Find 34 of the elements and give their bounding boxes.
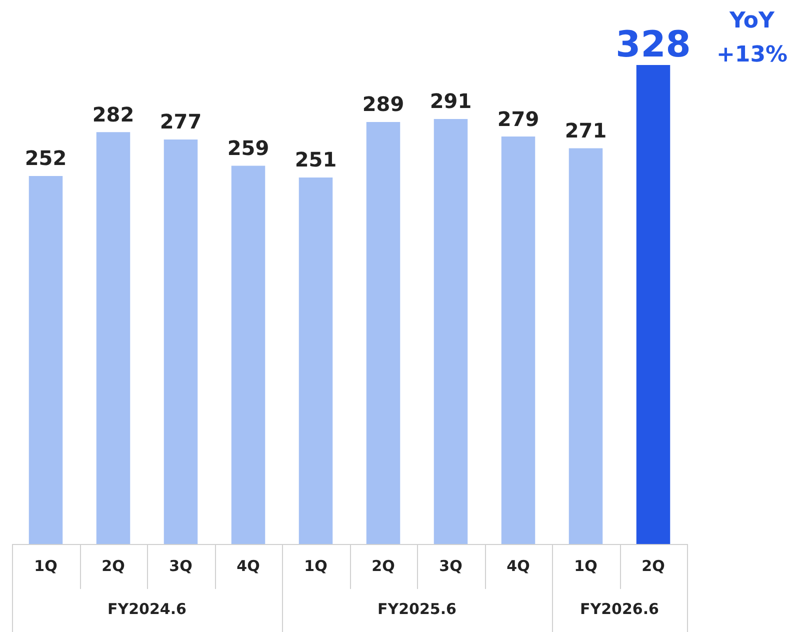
bar [366, 122, 400, 544]
data-label: 277 [160, 110, 202, 134]
x-tick-label: 1Q [34, 556, 58, 575]
x-tick-label: 4Q [236, 556, 260, 575]
x-tick-label: 2Q [372, 556, 395, 575]
text: YoY +13% [716, 8, 788, 68]
bar [568, 148, 603, 544]
data-label: 279 [497, 106, 540, 131]
x-tick-label: 2Q [642, 556, 665, 575]
text: FY2024.6 [108, 600, 186, 618]
bar [434, 119, 468, 544]
bar [636, 65, 670, 544]
text: FY2025.6 [378, 600, 456, 618]
x-tick-label: 4Q [506, 556, 530, 575]
x-tick-label: 1Q [574, 556, 598, 575]
x-tick-label: 2Q [102, 556, 125, 575]
bar [164, 139, 198, 544]
data-label: 251 [294, 148, 337, 172]
bar [96, 132, 130, 544]
data-label: 271 [564, 118, 607, 142]
data-label: 289 [362, 92, 404, 116]
data-label: 259 [227, 136, 270, 160]
bar [298, 177, 333, 544]
bar [231, 166, 266, 544]
x-tick-label: 3Q [439, 556, 462, 575]
data-label: 291 [430, 89, 472, 114]
data-label: 328 [616, 24, 691, 66]
data-label: 252 [24, 146, 67, 170]
x-tick-label: 3Q [169, 556, 192, 575]
bar [28, 176, 63, 544]
x-tick-label: 1Q [304, 556, 328, 575]
text: FY2026.6 [580, 600, 659, 618]
bar [501, 136, 536, 544]
data-label: 282 [92, 102, 134, 126]
